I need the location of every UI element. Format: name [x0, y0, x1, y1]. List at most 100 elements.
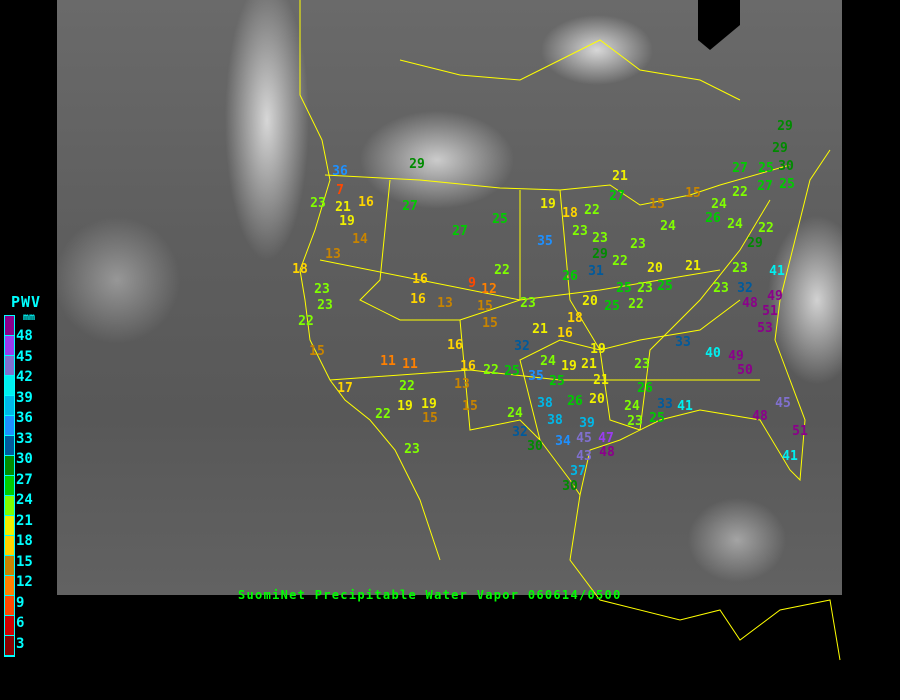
legend-label: 21 [16, 512, 33, 529]
satellite-image [57, 0, 842, 595]
station-pwv-value: 18 [292, 262, 308, 277]
station-pwv-value: 19 [397, 399, 413, 414]
station-pwv-value: 40 [705, 346, 721, 361]
legend-label: 3 [16, 635, 25, 652]
station-pwv-value: 21 [532, 322, 548, 337]
station-pwv-value: 16 [410, 292, 426, 307]
station-pwv-value: 41 [677, 399, 693, 414]
legend-label: 12 [16, 574, 33, 590]
legend-label: 24 [16, 492, 33, 508]
station-pwv-value: 23 [630, 237, 646, 252]
legend-label: 42 [16, 369, 33, 385]
station-pwv-value: 15 [309, 344, 325, 359]
legend-label: 30 [16, 451, 33, 467]
legend-label: 48 [16, 328, 33, 344]
legend-swatch [5, 596, 14, 616]
station-pwv-value: 15 [422, 411, 438, 426]
station-pwv-value: 32 [514, 339, 530, 354]
station-pwv-value: 22 [494, 263, 510, 278]
station-pwv-value: 24 [624, 399, 640, 414]
station-pwv-value: 15 [477, 299, 493, 314]
station-pwv-value: 16 [412, 272, 428, 287]
station-pwv-value: 22 [584, 203, 600, 218]
station-pwv-value: 33 [657, 397, 673, 412]
station-pwv-value: 20 [582, 294, 598, 309]
no-data-corner [698, 0, 740, 50]
station-pwv-value: 26 [637, 381, 653, 396]
station-pwv-value: 19 [561, 359, 577, 374]
station-pwv-value: 22 [628, 297, 644, 312]
station-pwv-value: 29 [409, 157, 425, 172]
station-pwv-value: 48 [752, 409, 768, 424]
station-pwv-value: 16 [358, 195, 374, 210]
station-pwv-value: 23 [404, 442, 420, 457]
station-pwv-value: 11 [380, 354, 396, 369]
station-pwv-value: 15 [482, 316, 498, 331]
station-pwv-value: 25 [616, 281, 632, 296]
legend-label: 36 [16, 410, 33, 426]
station-pwv-value: 13 [325, 247, 341, 262]
station-pwv-value: 27 [609, 189, 625, 204]
station-pwv-value: 15 [685, 186, 701, 201]
station-pwv-value: 18 [567, 311, 583, 326]
station-pwv-value: 37 [570, 464, 586, 479]
station-pwv-value: 13 [454, 377, 470, 392]
station-pwv-value: 51 [762, 304, 778, 319]
station-pwv-value: 15 [462, 399, 478, 414]
station-pwv-value: 11 [402, 357, 418, 372]
station-pwv-value: 32 [737, 281, 753, 296]
state-borders [299, 0, 841, 661]
station-pwv-value: 26 [562, 269, 578, 284]
station-pwv-value: 29 [772, 141, 788, 156]
station-pwv-value: 45 [576, 431, 592, 446]
station-pwv-value: 32 [512, 425, 528, 440]
station-pwv-value: 30 [562, 479, 578, 494]
station-pwv-value: 35 [537, 234, 553, 249]
station-pwv-value: 25 [649, 411, 665, 426]
station-pwv-value: 19 [339, 214, 355, 229]
legend-swatch [5, 456, 14, 476]
station-pwv-value: 12 [481, 282, 497, 297]
station-pwv-value: 26 [705, 211, 721, 226]
map-title: SuomiNet Precipitable Water Vapor 060614… [238, 588, 622, 602]
legend-label: 39 [16, 389, 33, 406]
west-coast [299, 0, 441, 561]
station-pwv-value: 23 [520, 296, 536, 311]
station-pwv-value: 24 [711, 197, 727, 212]
station-pwv-value: 25 [758, 161, 774, 176]
station-pwv-value: 27 [757, 179, 773, 194]
station-pwv-value: 50 [737, 363, 753, 378]
station-pwv-value: 24 [507, 406, 523, 421]
station-pwv-value: 21 [612, 169, 628, 184]
pwv-color-scale [4, 315, 15, 657]
station-pwv-value: 22 [298, 314, 314, 329]
legend-swatch [5, 436, 14, 456]
station-pwv-value: 23 [314, 282, 330, 297]
canada-lines [399, 39, 741, 101]
legend-swatch [5, 576, 14, 596]
station-pwv-value: 36 [332, 164, 348, 179]
station-pwv-value: 49 [728, 349, 744, 364]
station-pwv-value: 25 [779, 177, 795, 192]
canada-us-border [324, 164, 791, 206]
legend-unit: mm [23, 312, 36, 323]
station-pwv-value: 16 [557, 326, 573, 341]
station-pwv-value: 13 [437, 296, 453, 311]
station-pwv-value: 49 [767, 289, 783, 304]
legend-label: 27 [16, 471, 33, 488]
station-pwv-value: 27 [732, 161, 748, 176]
station-pwv-value: 19 [421, 397, 437, 412]
station-pwv-value: 45 [775, 396, 791, 411]
station-pwv-value: 17 [337, 381, 353, 396]
legend-swatch [5, 556, 14, 576]
station-pwv-value: 33 [675, 335, 691, 350]
station-pwv-value: 43 [576, 449, 592, 464]
legend-label: 33 [16, 430, 33, 447]
station-pwv-value: 30 [778, 159, 794, 174]
state-line-3 [559, 189, 771, 431]
legend-label: 18 [16, 533, 33, 549]
station-pwv-value: 7 [336, 183, 344, 198]
station-pwv-value: 23 [732, 261, 748, 276]
